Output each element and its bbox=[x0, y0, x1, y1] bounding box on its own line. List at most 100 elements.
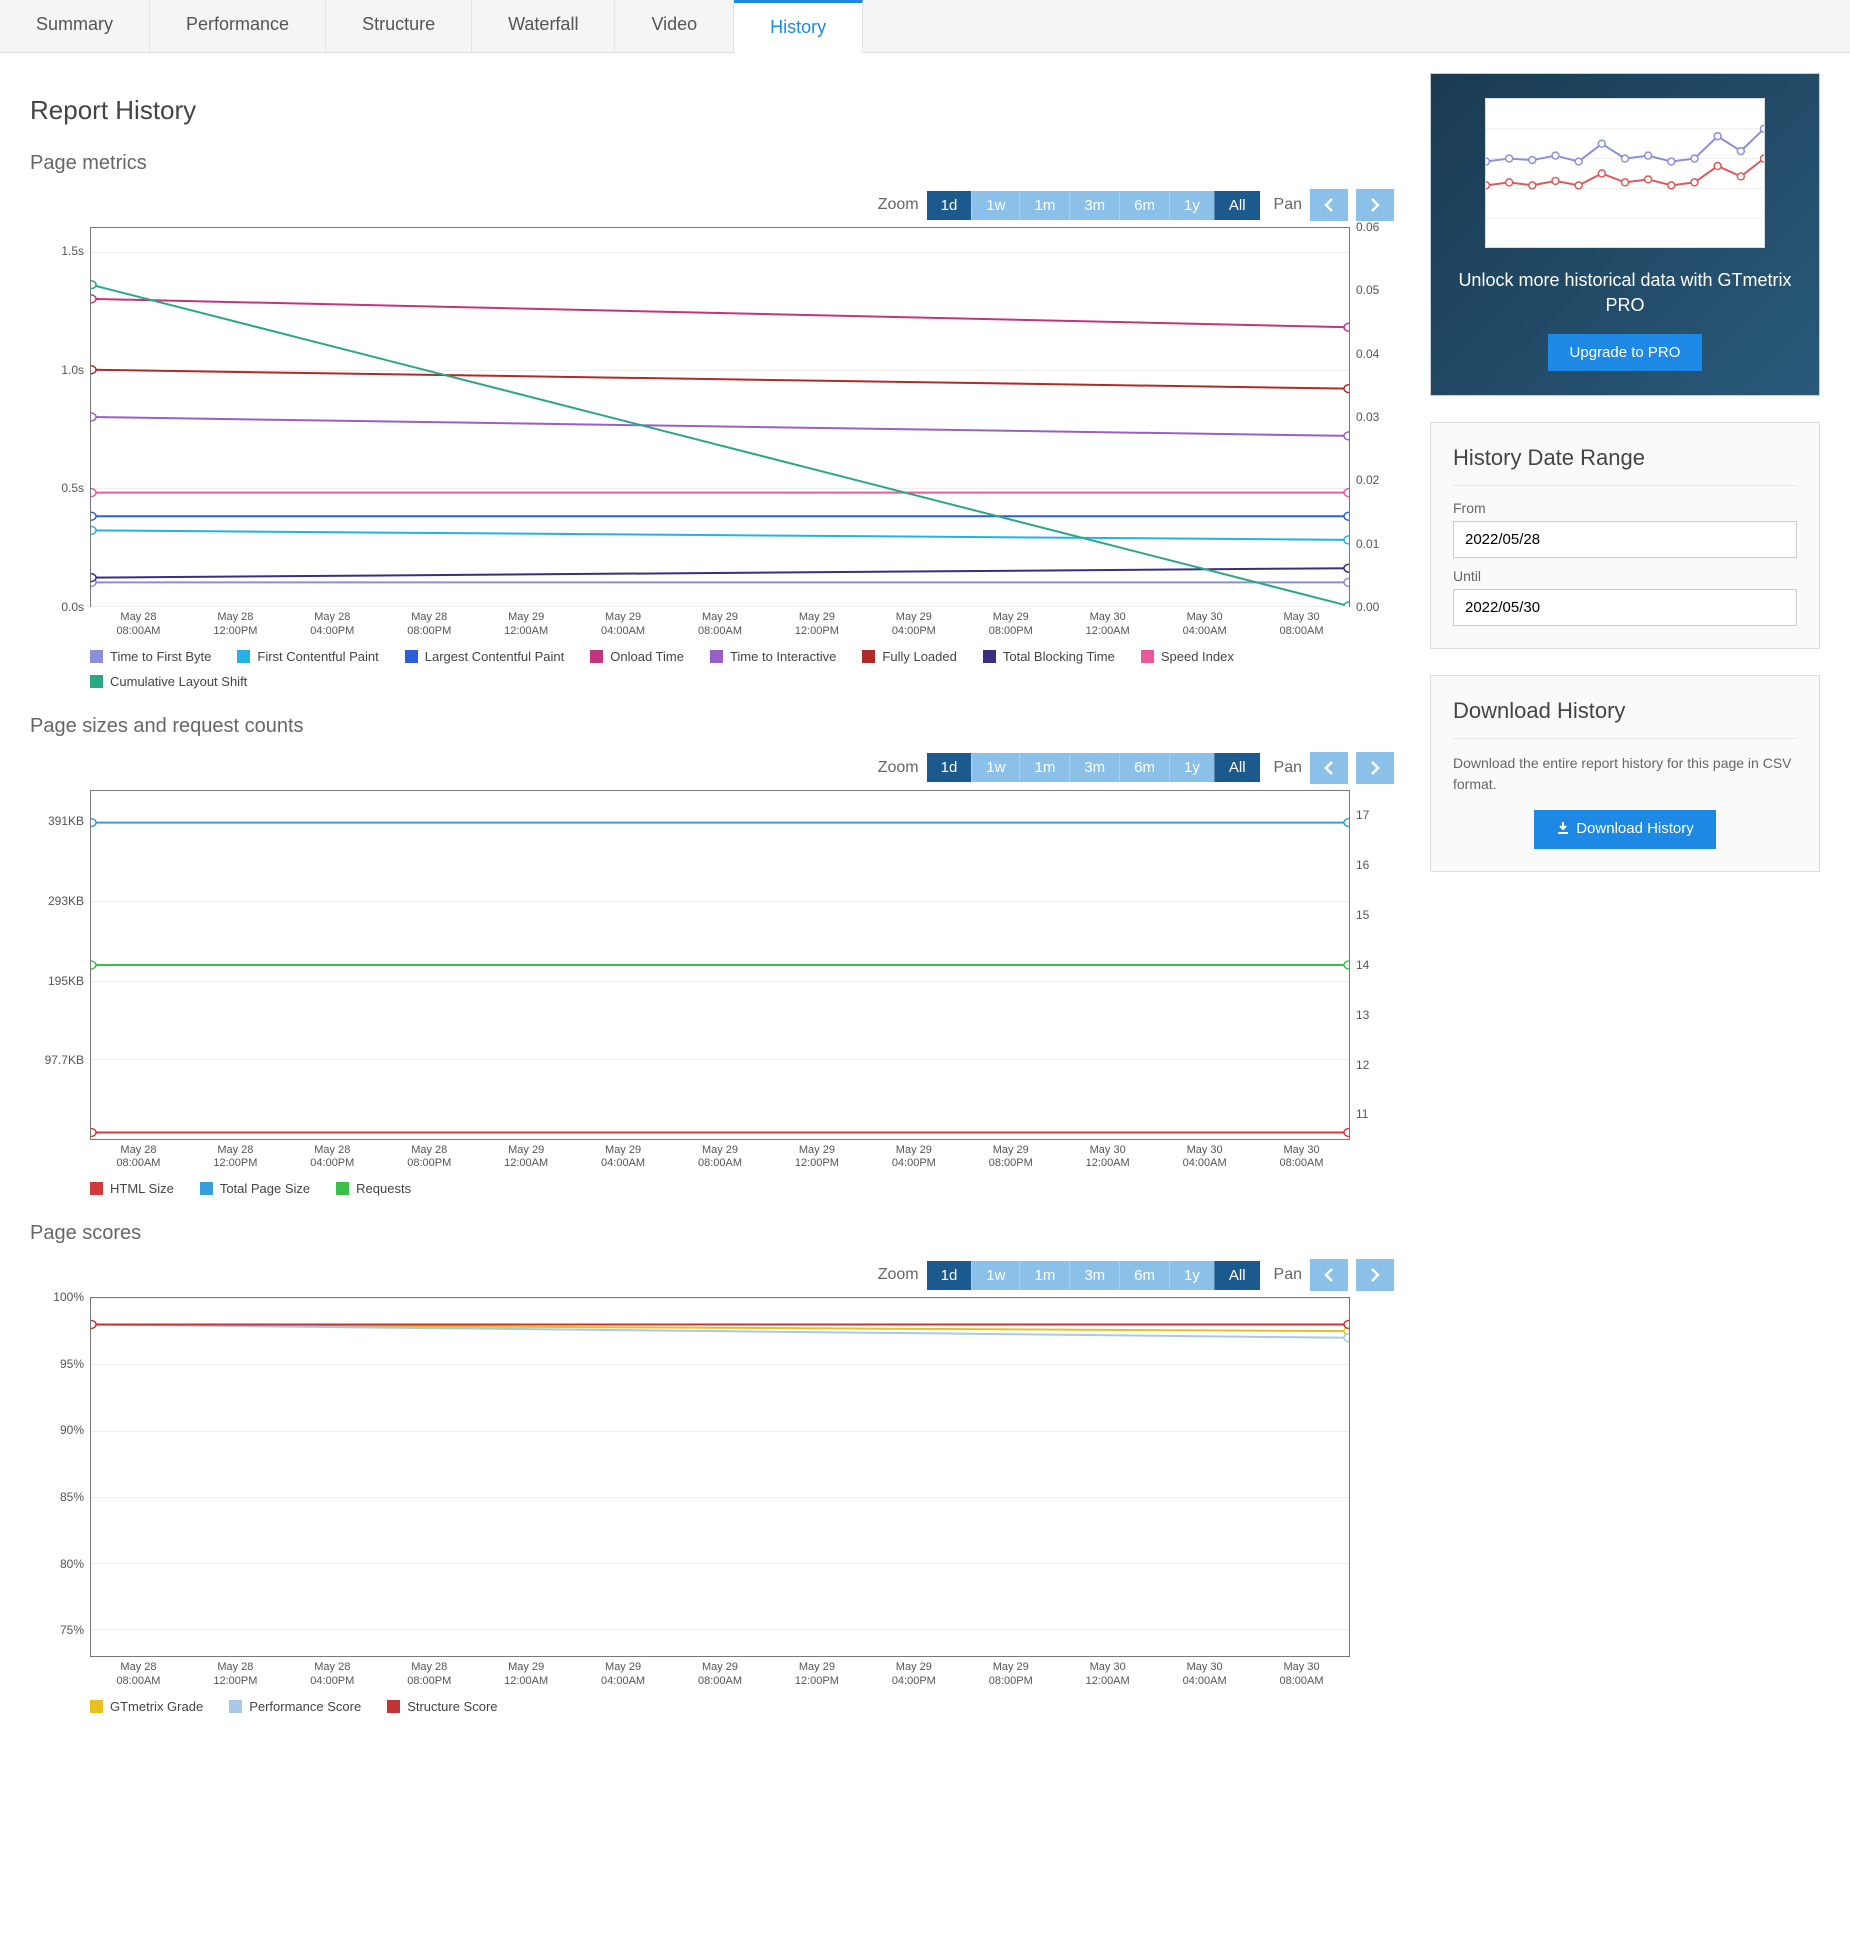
legend-swatch bbox=[90, 1700, 103, 1713]
pan-left-button[interactable] bbox=[1310, 752, 1348, 784]
y-tick-right: 11 bbox=[1356, 1107, 1368, 1121]
pan-right-button[interactable] bbox=[1356, 1259, 1394, 1291]
zoom-1d-button[interactable]: 1d bbox=[927, 1261, 972, 1290]
legend-item[interactable]: HTML Size bbox=[90, 1181, 174, 1196]
pan-right-button[interactable] bbox=[1356, 752, 1394, 784]
zoom-1y-button[interactable]: 1y bbox=[1169, 1261, 1214, 1290]
chart-plot bbox=[90, 790, 1350, 1140]
chart-plot bbox=[90, 227, 1350, 607]
y-tick-right: 0.02 bbox=[1356, 473, 1379, 487]
tab-structure[interactable]: Structure bbox=[326, 0, 472, 52]
zoom-1d-button[interactable]: 1d bbox=[927, 191, 972, 220]
zoom-1d-button[interactable]: 1d bbox=[927, 753, 972, 782]
x-tick: May 2908:00PM bbox=[962, 1140, 1059, 1172]
legend-item[interactable]: Onload Time bbox=[590, 649, 684, 664]
y-tick: 85% bbox=[60, 1490, 84, 1504]
zoom-all-button[interactable]: All bbox=[1214, 191, 1260, 220]
tab-waterfall[interactable]: Waterfall bbox=[472, 0, 615, 52]
legend-item[interactable]: Largest Contentful Paint bbox=[405, 649, 564, 664]
legend-item[interactable]: Fully Loaded bbox=[862, 649, 956, 664]
legend-label: Largest Contentful Paint bbox=[425, 649, 564, 664]
chart-plot bbox=[90, 1297, 1350, 1657]
x-tick: May 2908:00AM bbox=[672, 1657, 769, 1689]
legend-label: Time to First Byte bbox=[110, 649, 211, 664]
x-tick: May 2904:00PM bbox=[865, 1657, 962, 1689]
zoom-all-button[interactable]: All bbox=[1214, 753, 1260, 782]
legend-item[interactable]: Requests bbox=[336, 1181, 411, 1196]
pan-left-button[interactable] bbox=[1310, 189, 1348, 221]
y-tick: 195KB bbox=[48, 974, 84, 988]
legend-swatch bbox=[229, 1700, 242, 1713]
download-button-label: Download History bbox=[1576, 820, 1694, 837]
zoom-3m-button[interactable]: 3m bbox=[1069, 1261, 1119, 1290]
x-tick: May 2912:00AM bbox=[478, 607, 575, 639]
zoom-all-button[interactable]: All bbox=[1214, 1261, 1260, 1290]
zoom-3m-button[interactable]: 3m bbox=[1069, 191, 1119, 220]
x-tick: May 2804:00PM bbox=[284, 1657, 381, 1689]
download-title: Download History bbox=[1453, 698, 1797, 724]
legend-swatch bbox=[200, 1182, 213, 1195]
zoom-6m-button[interactable]: 6m bbox=[1119, 1261, 1169, 1290]
legend-label: Total Blocking Time bbox=[1003, 649, 1115, 664]
x-tick: May 2908:00PM bbox=[962, 607, 1059, 639]
zoom-1m-button[interactable]: 1m bbox=[1019, 191, 1069, 220]
zoom-1y-button[interactable]: 1y bbox=[1169, 753, 1214, 782]
x-tick: May 2912:00PM bbox=[768, 607, 865, 639]
zoom-6m-button[interactable]: 6m bbox=[1119, 191, 1169, 220]
y-tick: 1.0s bbox=[61, 363, 84, 377]
from-date-input[interactable] bbox=[1453, 521, 1797, 558]
tab-summary[interactable]: Summary bbox=[0, 0, 150, 52]
x-tick: May 3012:00AM bbox=[1059, 1140, 1156, 1172]
until-date-input[interactable] bbox=[1453, 589, 1797, 626]
legend-label: GTmetrix Grade bbox=[110, 1699, 203, 1714]
legend-label: Requests bbox=[356, 1181, 411, 1196]
y-tick-right: 17 bbox=[1356, 808, 1369, 822]
legend-item[interactable]: Structure Score bbox=[387, 1699, 497, 1714]
pan-left-button[interactable] bbox=[1310, 1259, 1348, 1291]
y-tick: 95% bbox=[60, 1357, 84, 1371]
promo-minichart bbox=[1485, 98, 1765, 248]
legend-item[interactable]: Cumulative Layout Shift bbox=[90, 674, 247, 689]
x-tick: May 3012:00AM bbox=[1059, 607, 1156, 639]
tab-performance[interactable]: Performance bbox=[150, 0, 326, 52]
legend-item[interactable]: Time to Interactive bbox=[710, 649, 836, 664]
tab-history[interactable]: History bbox=[734, 0, 863, 53]
x-tick: May 3008:00AM bbox=[1253, 607, 1350, 639]
x-tick: May 2912:00AM bbox=[478, 1140, 575, 1172]
y-tick-right: 0.00 bbox=[1356, 600, 1379, 614]
x-tick: May 2812:00PM bbox=[187, 607, 284, 639]
zoom-1w-button[interactable]: 1w bbox=[971, 191, 1019, 220]
zoom-1m-button[interactable]: 1m bbox=[1019, 753, 1069, 782]
x-tick: May 2912:00PM bbox=[768, 1140, 865, 1172]
legend-swatch bbox=[387, 1700, 400, 1713]
legend-swatch bbox=[90, 650, 103, 663]
tab-video[interactable]: Video bbox=[615, 0, 734, 52]
zoom-1w-button[interactable]: 1w bbox=[971, 753, 1019, 782]
legend-label: Structure Score bbox=[407, 1699, 497, 1714]
zoom-6m-button[interactable]: 6m bbox=[1119, 753, 1169, 782]
legend-swatch bbox=[90, 1182, 103, 1195]
zoom-label: Zoom bbox=[878, 1266, 919, 1284]
legend-item[interactable]: Time to First Byte bbox=[90, 649, 211, 664]
x-tick: May 3004:00AM bbox=[1156, 1140, 1253, 1172]
x-tick: May 2904:00AM bbox=[575, 607, 672, 639]
x-tick: May 3004:00AM bbox=[1156, 1657, 1253, 1689]
legend-item[interactable]: Total Blocking Time bbox=[983, 649, 1115, 664]
legend-item[interactable]: First Contentful Paint bbox=[237, 649, 378, 664]
zoom-1m-button[interactable]: 1m bbox=[1019, 1261, 1069, 1290]
legend-item[interactable]: GTmetrix Grade bbox=[90, 1699, 203, 1714]
section-page-scores: Page scores bbox=[30, 1222, 1400, 1245]
zoom-1y-button[interactable]: 1y bbox=[1169, 191, 1214, 220]
legend-swatch bbox=[237, 650, 250, 663]
date-range-panel: History Date Range From Until bbox=[1430, 422, 1820, 649]
download-icon bbox=[1556, 821, 1570, 839]
zoom-3m-button[interactable]: 3m bbox=[1069, 753, 1119, 782]
pan-right-button[interactable] bbox=[1356, 189, 1394, 221]
download-history-button[interactable]: Download History bbox=[1534, 810, 1716, 849]
legend-item[interactable]: Performance Score bbox=[229, 1699, 361, 1714]
upgrade-pro-button[interactable]: Upgrade to PRO bbox=[1548, 334, 1703, 371]
zoom-1w-button[interactable]: 1w bbox=[971, 1261, 1019, 1290]
x-tick: May 3012:00AM bbox=[1059, 1657, 1156, 1689]
legend-item[interactable]: Total Page Size bbox=[200, 1181, 310, 1196]
legend-item[interactable]: Speed Index bbox=[1141, 649, 1234, 664]
